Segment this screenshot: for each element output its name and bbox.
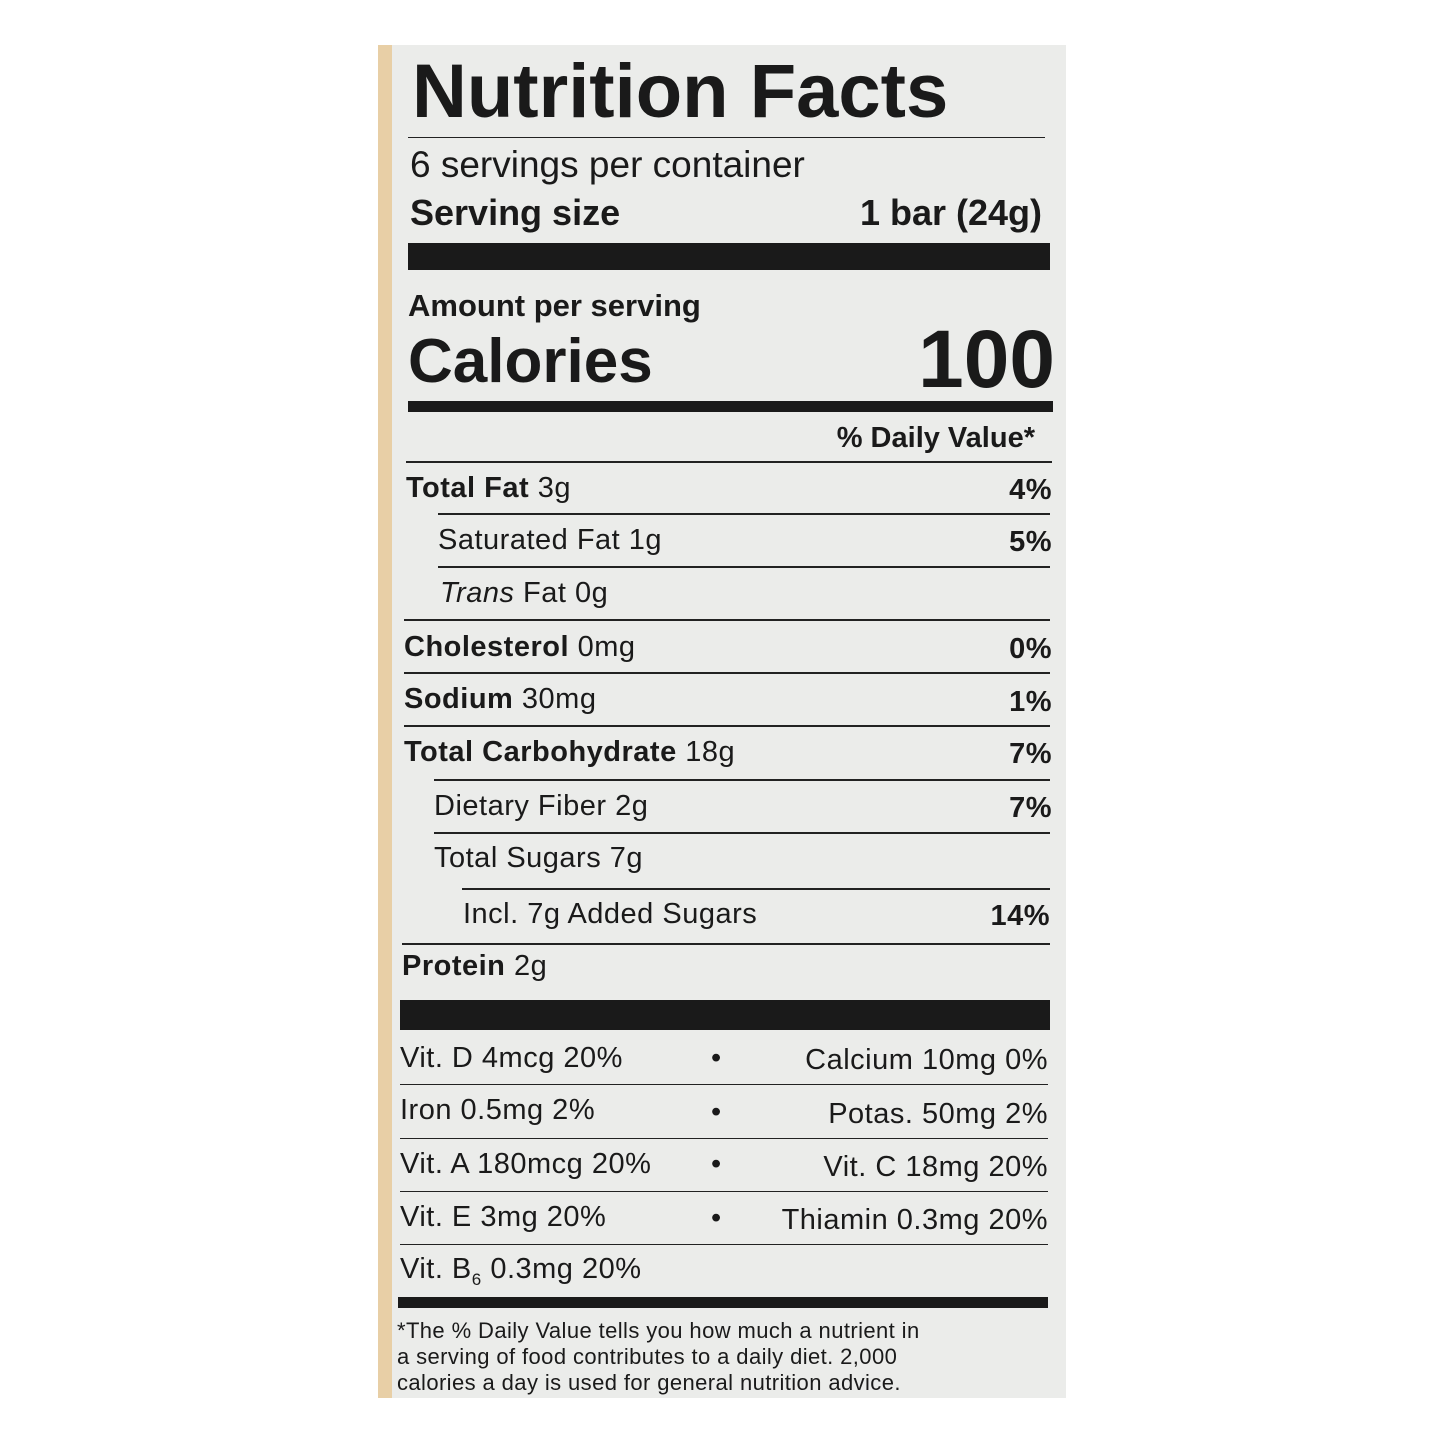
vitamin: Potas. 50mg 2% [828,1098,1048,1130]
package-edge [378,45,392,1398]
text: 7g [609,842,644,874]
daily-value: 0% [1009,633,1052,665]
daily-value: 7% [1009,738,1052,770]
text: Total Carbohydrate [404,736,677,768]
text: 3g [537,472,572,504]
footnote: a serving of food contributes to a daily… [397,1344,898,1369]
vitamin: Vit. A 180mcg 20% [400,1148,652,1180]
serving-size-label: Serving size [410,192,621,233]
vitamin: Vit. E 3mg 20% [400,1201,607,1233]
rule [434,832,1050,834]
bullet: • [711,1096,722,1128]
text: 0mg [577,631,636,663]
nutrient: Protein 2g [402,946,547,986]
text: Total Fat [406,472,530,504]
rule [434,779,1050,781]
medium-rule [408,401,1053,412]
amount-per-serving: Amount per serving [408,288,701,323]
nutrient: Cholesterol 0mg [404,627,636,667]
vitamin: Vit. C 18mg 20% [823,1151,1048,1183]
medium-rule [398,1297,1048,1308]
rule [408,137,1045,138]
rule [404,672,1050,674]
text: Cholesterol [404,631,570,663]
thick-rule [400,1000,1050,1030]
thick-rule [408,243,1050,270]
text: Trans [440,577,515,609]
nutrient: Total Carbohydrate 18g [404,732,735,772]
rule [438,513,1050,515]
rule [404,725,1050,727]
nutrient: Trans Fat 0g [440,573,608,613]
footnote: calories a day is used for general nutri… [397,1370,901,1395]
nutrient: Incl. 7g Added Sugars [463,898,758,930]
text: Dietary Fiber [434,790,607,822]
vitamin: Vit. B6 0.3mg 20% [400,1249,642,1289]
bullet: • [711,1202,722,1234]
text: 2g [513,950,548,982]
text: 0.3mg 20% [490,1253,642,1285]
vitamin: Vit. D 4mcg 20% [400,1042,623,1074]
rule [404,619,1050,621]
rule [438,566,1050,568]
nutrient: Sodium 30mg [404,679,596,719]
rule [406,461,1052,463]
nutrient: Total Sugars 7g [434,838,643,878]
daily-value: 5% [1009,526,1052,558]
daily-value: 4% [1009,474,1052,506]
vitamin: Thiamin 0.3mg 20% [781,1204,1048,1236]
text: Protein [402,950,506,982]
nutrient: Saturated Fat 1g [438,520,662,560]
text: Saturated Fat [438,524,621,556]
vitamin: Calcium 10mg 0% [805,1044,1048,1076]
daily-value-header: % Daily Value* [836,422,1035,454]
text: 6 [471,1269,482,1289]
title: Nutrition Facts [412,49,949,134]
serving-size-value: 1 bar (24g) [859,192,1042,233]
text: 0g [575,577,609,609]
rule [400,1138,1048,1139]
daily-value: 14% [990,900,1050,932]
calories-label: Calories [408,327,653,396]
text: Sodium [404,683,514,715]
text: Vit. B [400,1253,472,1285]
rule [402,943,1050,945]
text: Total Sugars [434,842,602,874]
text: 18g [685,736,736,768]
rule [400,1191,1048,1192]
nutrient: Dietary Fiber 2g [434,786,648,826]
servings: 6 servings per container [410,144,805,185]
bullet: • [711,1148,722,1180]
nutrient: Total Fat 3g [406,468,571,508]
rule [462,888,1050,890]
rule [400,1084,1048,1085]
text: 1g [628,524,663,556]
daily-value: 1% [1009,686,1052,718]
footnote: *The % Daily Value tells you how much a … [397,1318,920,1343]
calories-value: 100 [918,314,1055,405]
label-background [378,45,1066,1398]
daily-value: 7% [1009,792,1052,824]
text: Fat [523,577,567,609]
vitamin: Iron 0.5mg 2% [400,1094,596,1126]
text: 30mg [521,683,597,715]
rule [400,1244,1048,1245]
text: 2g [615,790,649,822]
bullet: • [711,1042,722,1074]
